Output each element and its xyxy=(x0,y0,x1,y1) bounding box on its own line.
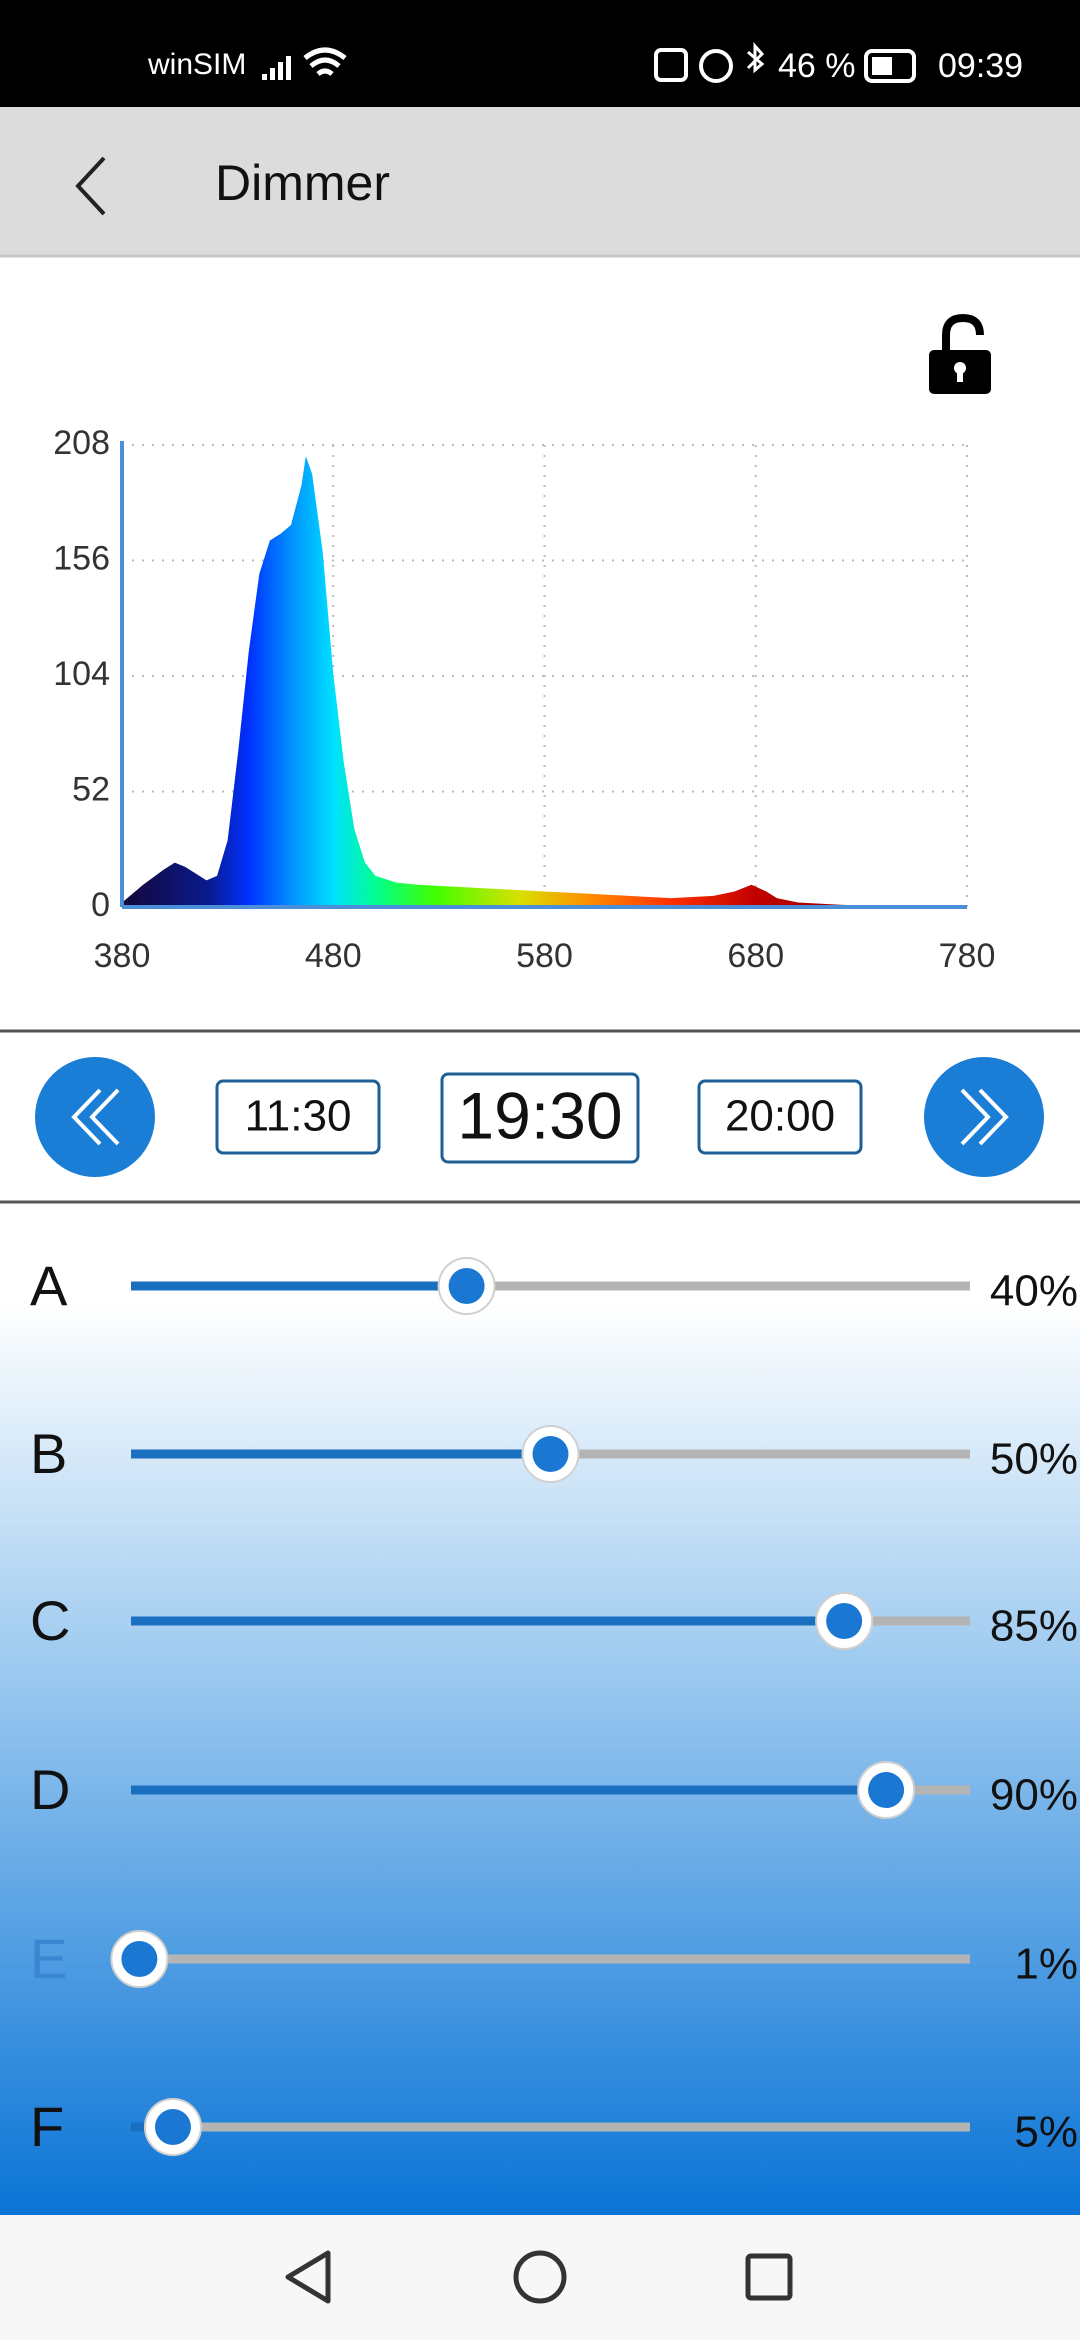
x-tick-label: 780 xyxy=(939,937,996,975)
y-tick-label: 52 xyxy=(72,770,110,808)
battery-percent: 46 % xyxy=(778,47,856,85)
channel-name: B xyxy=(30,1422,67,1485)
next-arrows xyxy=(960,1088,1009,1146)
channel-value: 50% xyxy=(990,1435,1078,1484)
battery-icon xyxy=(864,49,916,83)
channel-name: F xyxy=(30,2095,64,2158)
previous-time-box[interactable] xyxy=(215,1079,381,1155)
next-button[interactable] xyxy=(924,1057,1044,1177)
sliders-panel xyxy=(0,1204,1080,2215)
status-bar xyxy=(0,0,1080,107)
x-tick-label: 380 xyxy=(94,937,151,975)
navigation-bar xyxy=(0,2215,1080,2340)
channel-value: 40% xyxy=(990,1267,1078,1316)
y-tick-label: 156 xyxy=(53,539,110,577)
battery-level xyxy=(872,57,892,75)
bluetooth-icon xyxy=(746,42,765,74)
wifi-icon xyxy=(303,47,347,76)
next-time-box[interactable] xyxy=(697,1079,863,1155)
slider-thumb-dot xyxy=(448,1268,485,1304)
current-time-box xyxy=(440,1072,640,1164)
app-bar xyxy=(0,107,1080,256)
nav-recents[interactable] xyxy=(745,2253,793,2301)
channel-sliders: A 40% B 50% C 85% D 90% E 1% F 5% xyxy=(30,1254,1078,2158)
slider-thumb-dot xyxy=(826,1603,863,1639)
channel-value: 1% xyxy=(1014,1940,1078,1989)
channel-name: E xyxy=(30,1927,67,1990)
next-time: 20:00 xyxy=(725,1092,835,1141)
nav-home[interactable] xyxy=(513,2250,567,2304)
channel-name: A xyxy=(30,1254,68,1317)
y-tick-label: 208 xyxy=(53,424,110,462)
y-tick-label: 0 xyxy=(91,886,110,924)
channel-value: 85% xyxy=(990,1602,1078,1651)
previous-time: 11:30 xyxy=(245,1092,352,1141)
previous-arrows xyxy=(71,1088,120,1146)
x-tick-label: 680 xyxy=(727,937,784,975)
lock-icon[interactable] xyxy=(929,313,991,394)
y-tick-label: 104 xyxy=(53,655,110,693)
channel-name: D xyxy=(30,1758,70,1821)
carrier: winSIM xyxy=(147,48,246,81)
nfc-icon xyxy=(654,48,688,82)
nav-back[interactable] xyxy=(285,2250,331,2304)
slider-thumb-dot xyxy=(121,1941,158,1977)
slider-thumb-dot xyxy=(532,1436,569,1472)
clock: 09:39 xyxy=(938,47,1023,85)
x-tick-label: 480 xyxy=(305,937,362,975)
channel-value: 5% xyxy=(1014,2108,1078,2157)
slider-thumb-dot xyxy=(868,1772,905,1808)
signal-icon xyxy=(262,56,291,80)
channel-name: C xyxy=(30,1589,70,1652)
back-button[interactable] xyxy=(75,156,106,216)
previous-button[interactable] xyxy=(35,1057,155,1177)
x-tick-label: 580 xyxy=(516,937,573,975)
page-title: Dimmer xyxy=(215,155,390,211)
channel-value: 90% xyxy=(990,1771,1078,1820)
spectrum-area xyxy=(122,456,967,907)
current-time: 19:30 xyxy=(457,1078,622,1152)
spectrum-chart: 0 52 104 156 208 380 480 580 680 780 xyxy=(53,424,995,975)
slider-thumb-dot xyxy=(154,2109,191,2145)
alarm-icon xyxy=(699,49,733,83)
